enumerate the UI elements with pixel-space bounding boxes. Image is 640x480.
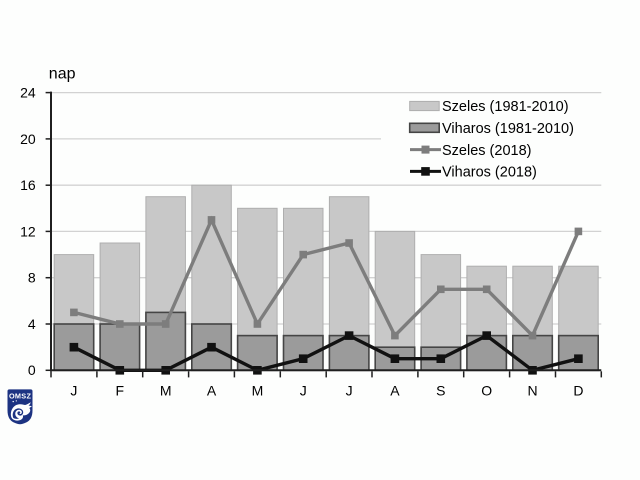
svg-text:Szeles (2018): Szeles (2018) <box>442 143 531 159</box>
svg-text:D: D <box>573 383 583 399</box>
svg-text:16: 16 <box>20 177 36 193</box>
svg-text:S: S <box>436 383 445 399</box>
svg-text:J: J <box>346 383 353 399</box>
svg-text:N: N <box>527 383 537 399</box>
svg-text:20: 20 <box>20 131 36 147</box>
svg-text:24: 24 <box>20 85 36 101</box>
svg-text:M: M <box>252 383 264 399</box>
svg-text:Szeles (1981-2010): Szeles (1981-2010) <box>442 99 569 115</box>
svg-text:12: 12 <box>20 223 36 239</box>
svg-text:4: 4 <box>28 316 36 332</box>
svg-text:OMSZ: OMSZ <box>9 392 32 401</box>
svg-text:J: J <box>300 383 307 399</box>
svg-text:A: A <box>390 383 400 399</box>
svg-text:A: A <box>207 383 217 399</box>
svg-text:J: J <box>70 383 77 399</box>
svg-text:0: 0 <box>28 362 36 378</box>
svg-text:Viharos (1981-2010): Viharos (1981-2010) <box>442 121 574 137</box>
svg-text:M: M <box>160 383 172 399</box>
svg-text:Viharos (2018): Viharos (2018) <box>442 165 537 181</box>
svg-text:O: O <box>481 383 492 399</box>
svg-text:8: 8 <box>28 270 36 286</box>
svg-text:nap: nap <box>49 65 76 82</box>
svg-text:F: F <box>116 383 125 399</box>
